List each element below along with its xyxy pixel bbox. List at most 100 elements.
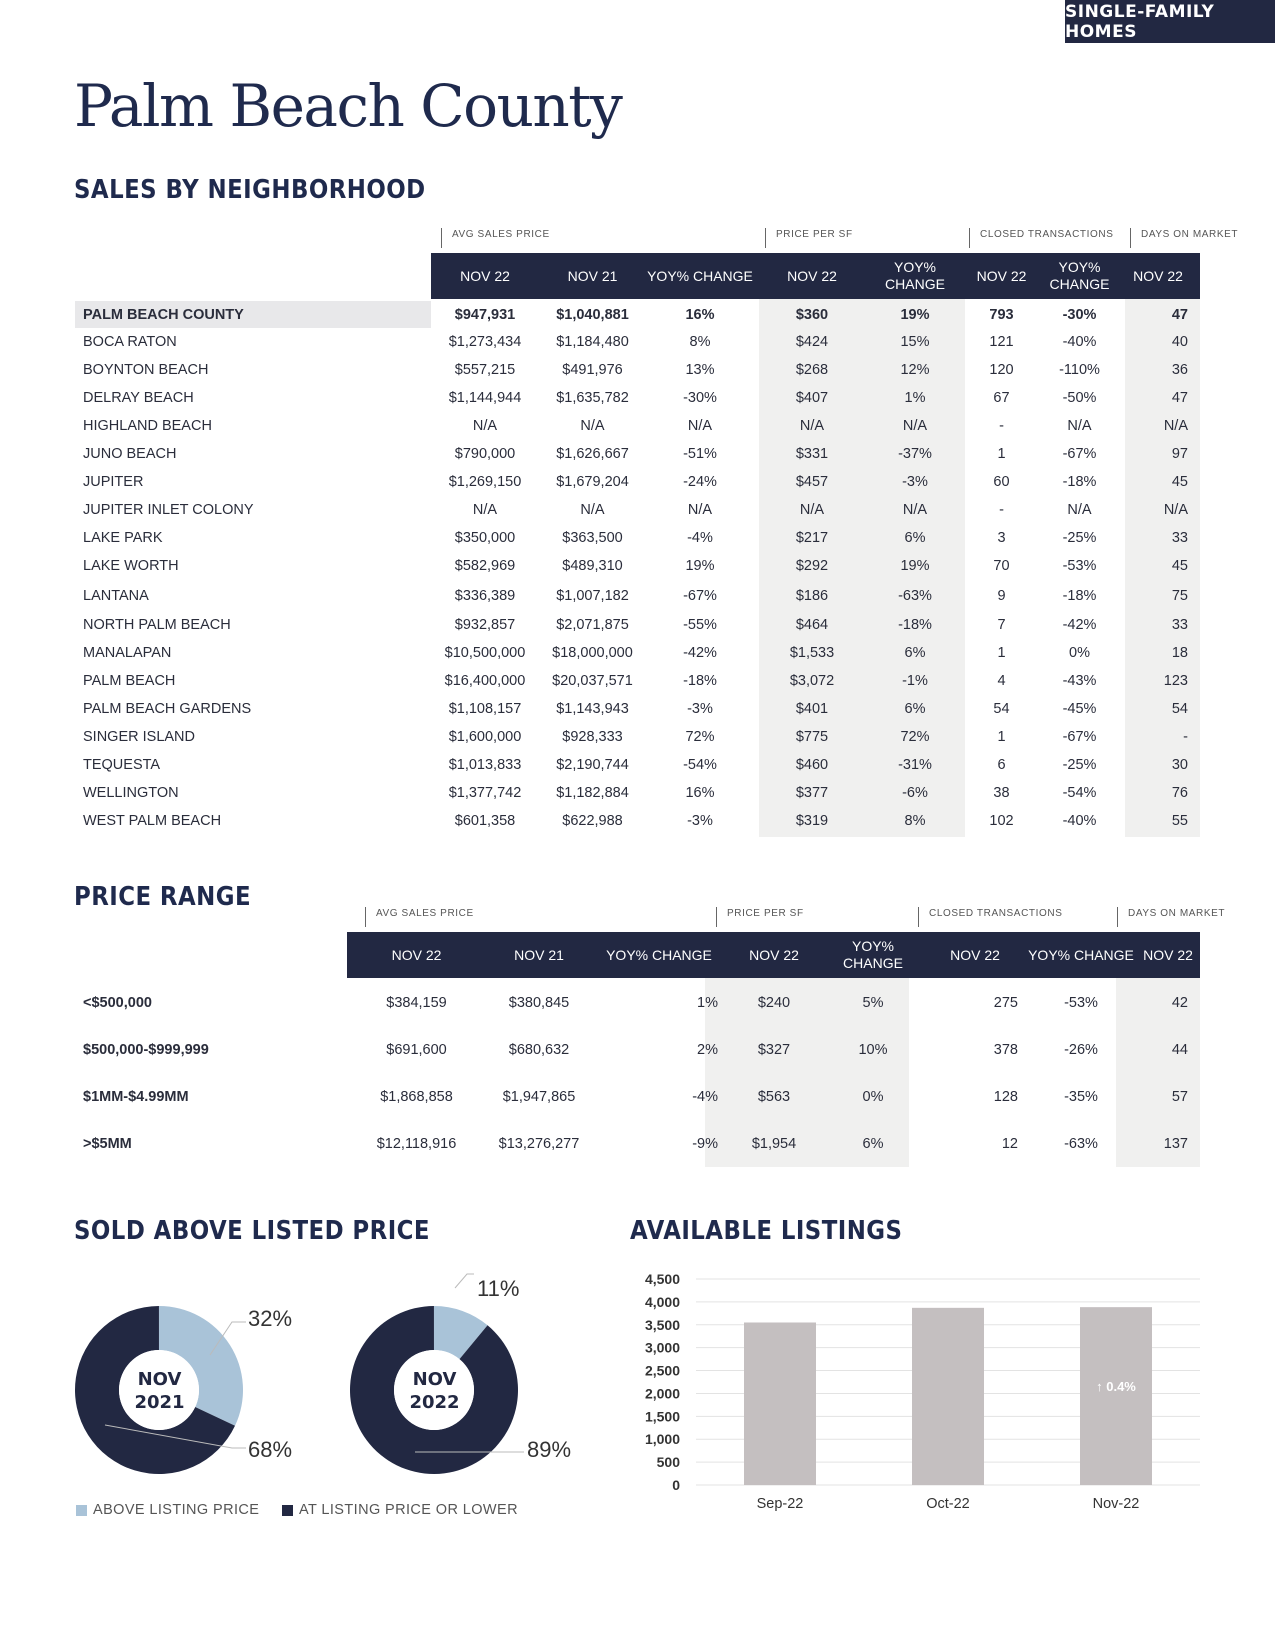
price-range-sf-shade <box>705 978 909 1167</box>
table-row: NORTH PALM BEACH $932,857 $2,071,875 -55% $4… <box>74 611 1200 639</box>
donut-label-line: 2022 <box>409 1392 460 1413</box>
col-header: YOY% CHANGE <box>606 946 712 963</box>
table-cell: $1,013,833 <box>448 757 522 773</box>
table-cell: 5% <box>862 994 884 1011</box>
table-cell: -51% <box>683 446 717 462</box>
table-cell: $563 <box>757 1088 791 1105</box>
y-tick-label: 2,000 <box>645 1385 680 1401</box>
col-header: YOY% CHANGE <box>1028 946 1134 963</box>
table-cell: -18% <box>1062 474 1097 490</box>
bar <box>744 1322 816 1485</box>
row-label: $1MM-$4.99MM <box>83 1088 189 1105</box>
table-cell: $557,215 <box>454 362 516 378</box>
table-cell: 6% <box>904 645 926 661</box>
y-tick-label: 3,500 <box>645 1317 680 1333</box>
table-cell: $1,269,150 <box>448 474 522 490</box>
donut-label-line: NOV <box>412 1369 457 1390</box>
table-cell: N/A <box>687 502 713 518</box>
table-row: >$5MM $12,118,916 $13,276,277 -9% $1,954 6% 12… <box>74 1120 1200 1167</box>
col-header: YOY% CHANGE <box>885 259 945 292</box>
table-row: JUPITER $1,269,150 $1,679,204 -24% $457 -3% 60… <box>74 468 1200 496</box>
table-cell: 12 <box>1001 1135 1018 1152</box>
table-cell: -110% <box>1059 362 1100 378</box>
group-label-price-per-sf: PRICE PER SF <box>716 907 804 927</box>
table-cell: $13,276,277 <box>498 1135 580 1152</box>
table-cell: 4 <box>997 673 1006 689</box>
row-label: HIGHLAND BEACH <box>83 418 212 434</box>
table-cell: 47 <box>1171 390 1188 406</box>
legend-above: ABOVE LISTING PRICE <box>76 1502 259 1518</box>
table-cell: N/A <box>1163 502 1188 518</box>
table-cell: -63% <box>1064 1135 1098 1152</box>
table-cell: -43% <box>1062 673 1097 689</box>
table-cell: 19% <box>900 306 930 323</box>
price-range-header-row: NOV 22 NOV 21 YOY% CHANGE NOV 22 YOY% CH… <box>347 932 1200 978</box>
row-label: <$500,000 <box>83 994 152 1011</box>
table-cell: $1,108,157 <box>448 701 522 717</box>
col-header: NOV 21 <box>567 267 618 284</box>
table-cell: $1,007,182 <box>556 587 629 604</box>
col-header: YOY% CHANGE <box>1049 259 1110 292</box>
table-row: JUPITER INLET COLONY N/A N/A N/A N/A N/A - N/A N… <box>74 496 1200 524</box>
table-cell: 33 <box>1171 617 1188 633</box>
donut-slice-above <box>434 1306 488 1360</box>
table-row: $500,000-$999,999 $691,600 $680,632 2% $327 1… <box>74 1026 1200 1073</box>
table-row: BOCA RATON $1,273,434 $1,184,480 8% $424 15% 1… <box>74 328 1200 356</box>
table-cell: N/A <box>902 418 928 434</box>
bar <box>1080 1307 1152 1485</box>
table-cell: $384,159 <box>386 994 447 1011</box>
donut-hole <box>394 1350 474 1430</box>
table-cell: $2,190,744 <box>556 757 629 773</box>
table-cell: $491,976 <box>562 362 623 378</box>
section-title-neighborhood: SALES BY NEIGHBORHOOD <box>74 175 426 205</box>
table-cell: 97 <box>1171 446 1188 462</box>
bar-annotation: ↑ 0.4% <box>1096 1379 1136 1394</box>
table-cell: 0% <box>1069 645 1090 661</box>
table-row: WEST PALM BEACH $601,358 $622,988 -3% $319 8%… <box>74 807 1200 835</box>
table-cell: $217 <box>795 530 829 546</box>
group-label-closed-transactions: CLOSED TRANSACTIONS <box>969 228 1113 248</box>
table-cell: -9% <box>692 1135 718 1152</box>
price-range-table: <$500,000 $384,159 $380,845 1% $240 5% 275 -53%… <box>74 979 1200 1167</box>
table-cell: 0% <box>862 1088 884 1105</box>
table-cell: 6% <box>904 701 926 717</box>
row-label: WEST PALM BEACH <box>83 813 222 829</box>
table-cell: -3% <box>902 474 928 490</box>
table-cell: 275 <box>993 994 1018 1011</box>
table-cell: 60 <box>993 474 1010 490</box>
table-cell: $1,144,944 <box>448 390 522 406</box>
table-cell: 9 <box>997 587 1006 604</box>
table-cell: -35% <box>1064 1088 1098 1105</box>
y-tick-label: 1,000 <box>645 1431 680 1447</box>
table-cell: 72% <box>900 729 930 745</box>
y-tick-label: 4,500 <box>645 1271 680 1287</box>
row-label: >$5MM <box>83 1135 132 1152</box>
donut-2022-lower-pct: 89% <box>527 1437 572 1462</box>
col-header: NOV 22 <box>787 267 837 284</box>
table-cell: 121 <box>989 334 1014 350</box>
table-cell: 47 <box>1171 306 1188 323</box>
col-header: NOV 21 <box>514 946 564 963</box>
table-cell: $407 <box>795 390 829 406</box>
row-label: LAKE WORTH <box>83 558 179 574</box>
table-cell: -31% <box>898 757 932 773</box>
table-cell: 7 <box>997 617 1006 633</box>
table-cell: $1,954 <box>751 1135 797 1152</box>
table-cell: -42% <box>1062 617 1097 633</box>
table-cell: 42 <box>1171 994 1188 1011</box>
table-cell: 16% <box>685 306 715 323</box>
table-cell: 16% <box>685 785 715 801</box>
table-cell: $1,377,742 <box>448 785 522 801</box>
table-cell: 1 <box>997 645 1006 661</box>
table-cell: N/A <box>472 502 498 518</box>
table-cell: $1,947,865 <box>502 1088 576 1105</box>
legend-label-lower: AT LISTING PRICE OR LOWER <box>299 1502 518 1518</box>
row-label: LANTANA <box>83 587 149 604</box>
table-row: HIGHLAND BEACH N/A N/A N/A N/A N/A - N/A N/A <box>74 412 1200 440</box>
table-cell: -50% <box>1062 390 1097 406</box>
table-cell: 128 <box>993 1088 1018 1105</box>
donut-2021-above-pct: 32% <box>248 1306 293 1331</box>
group-label-avg-sales-price: AVG SALES PRICE <box>365 907 474 927</box>
table-cell: 72% <box>685 729 715 745</box>
county-row-highlight <box>75 301 431 328</box>
